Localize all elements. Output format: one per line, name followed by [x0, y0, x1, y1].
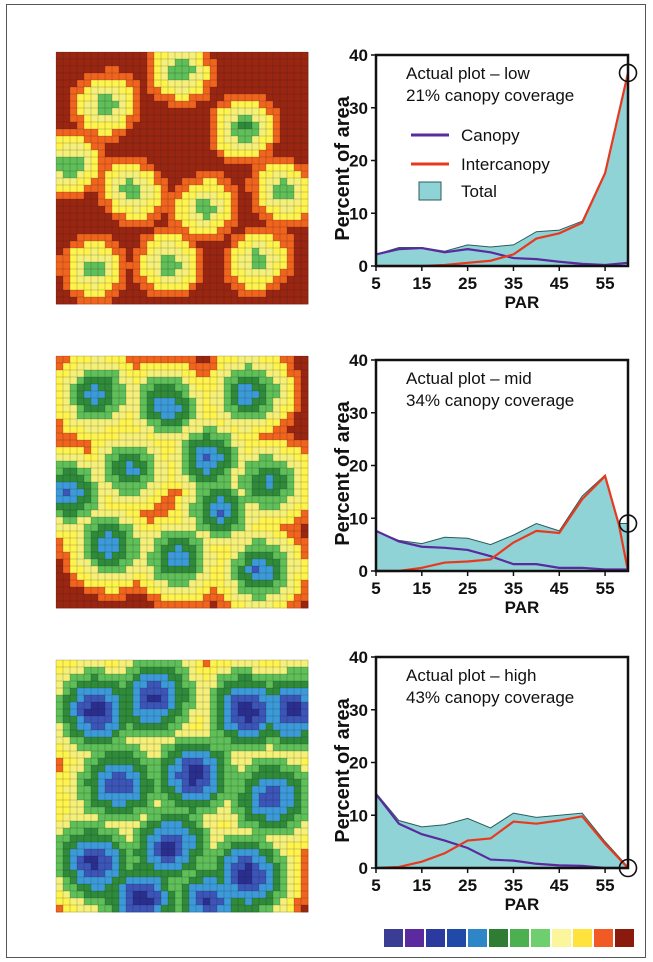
legend-total-swatch [418, 181, 442, 201]
legend-canopy-label: Canopy [461, 126, 520, 145]
chart-3-ytick-label: 10 [349, 806, 368, 825]
chart-2-ytick-label: 10 [349, 509, 368, 528]
colorbar-swatch [615, 929, 634, 947]
chart-1-xtick-label: 55 [596, 274, 615, 293]
colorbar-swatch [405, 929, 424, 947]
chart-1-xtick-label: 5 [371, 274, 380, 293]
chart-2-xtick-label: 15 [412, 579, 431, 598]
chart-2-xtick-label: 5 [371, 579, 380, 598]
colorbar-swatch [594, 929, 613, 947]
colorbar-swatch [552, 929, 571, 947]
chart-3-xtick-label: 15 [412, 876, 431, 895]
par-map-2 [55, 355, 309, 609]
chart-2-xtick-label: 55 [596, 579, 615, 598]
chart-2-ytick-label: 40 [349, 351, 368, 370]
chart-2-title: Actual plot – mid [406, 369, 532, 388]
chart-1-subtitle: 21% canopy coverage [406, 86, 574, 105]
chart-3-intercanopy-line [375, 815, 629, 870]
colorbar-swatch [426, 929, 445, 947]
chart-2-xtick-label: 45 [550, 579, 569, 598]
chart-3-ytick-label: 40 [349, 648, 368, 667]
chart-1-ytick-label: 20 [349, 152, 368, 171]
chart-2-xtick-label: 35 [504, 579, 523, 598]
colorbar-swatch [447, 929, 466, 947]
chart-3-xtick-label: 55 [596, 876, 615, 895]
legend-total-label: Total [461, 182, 497, 201]
chart-2-end-marker [618, 514, 638, 533]
colorbar-swatch [384, 929, 403, 947]
chart-3-xtick-label: 5 [371, 876, 380, 895]
chart-1-xtick-label: 15 [412, 274, 431, 293]
colorbar-swatch [531, 929, 550, 947]
chart-1-ytick-label: 30 [349, 99, 368, 118]
colorbar-swatch [573, 929, 592, 947]
chart-1-ytick-label: 40 [349, 46, 368, 65]
chart-1-end-marker [618, 63, 638, 83]
chart-3-subtitle: 43% canopy coverage [406, 688, 574, 707]
chart-1-xlabel: PAR [505, 293, 540, 312]
chart-3: 0 10 20 30 40 5 15 25 35 45 55 PAR Percent of area Ac… [332, 648, 638, 914]
chart-2-ytick-label: 30 [349, 404, 368, 423]
chart-3-ytick-label: 20 [349, 754, 368, 773]
colorbar-swatch [489, 929, 508, 947]
chart-2-ytick-label: 0 [359, 562, 368, 581]
legend-intercanopy-label: Intercanopy [461, 155, 550, 174]
chart-1-ytick-label: 0 [359, 257, 368, 276]
par-map-grid [55, 659, 309, 913]
chart-1-title: Actual plot – low [406, 64, 531, 83]
chart-3-end-marker [618, 858, 638, 878]
chart-2-intercanopy-line [376, 473, 630, 573]
par-map-grid [55, 51, 309, 305]
chart-3-xtick-label: 25 [458, 876, 477, 895]
chart-3-canopy-line [375, 793, 628, 870]
chart-2-subtitle: 34% canopy coverage [406, 391, 574, 410]
chart-2: 0 10 20 30 40 5 15 25 35 45 55 PAR Percent of area Ac… [332, 351, 638, 617]
colorbar-swatch [468, 929, 487, 947]
chart-1-xtick-label: 35 [504, 274, 523, 293]
chart-1-ylabel: Percent of area [332, 95, 354, 240]
chart-3-xtick-label: 35 [504, 876, 523, 895]
par-map-1 [55, 51, 309, 305]
chart-1-canopy-line [375, 246, 629, 267]
chart-2-canopy-line [375, 529, 628, 571]
chart-3-ytick-label: 0 [359, 859, 368, 878]
chart-3-ylabel: Percent of area [332, 697, 354, 842]
chart-3-ytick-label: 30 [349, 701, 368, 720]
chart-3-xlabel: PAR [505, 895, 540, 914]
figure-frame [6, 4, 646, 958]
chart-1: 0 10 20 30 40 5 15 25 35 45 55 PAR Percent of area Ac… [332, 46, 638, 312]
chart-2-ylabel: Percent of area [332, 400, 354, 545]
colorbar [384, 929, 634, 947]
chart-2-ytick-label: 20 [349, 457, 368, 476]
par-map-grid [55, 355, 309, 609]
chart-2-xtick-label: 25 [458, 579, 477, 598]
chart-3-xtick-label: 45 [550, 876, 569, 895]
chart-1-xtick-label: 45 [550, 274, 569, 293]
chart-2-xlabel: PAR [505, 598, 540, 617]
chart-1-xtick-label: 25 [458, 274, 477, 293]
chart-1-ytick-label: 10 [349, 204, 368, 223]
colorbar-swatch [510, 929, 529, 947]
chart-3-title: Actual plot – high [406, 666, 536, 685]
par-map-3 [55, 659, 309, 913]
chart-2-total-area [375, 474, 629, 572]
